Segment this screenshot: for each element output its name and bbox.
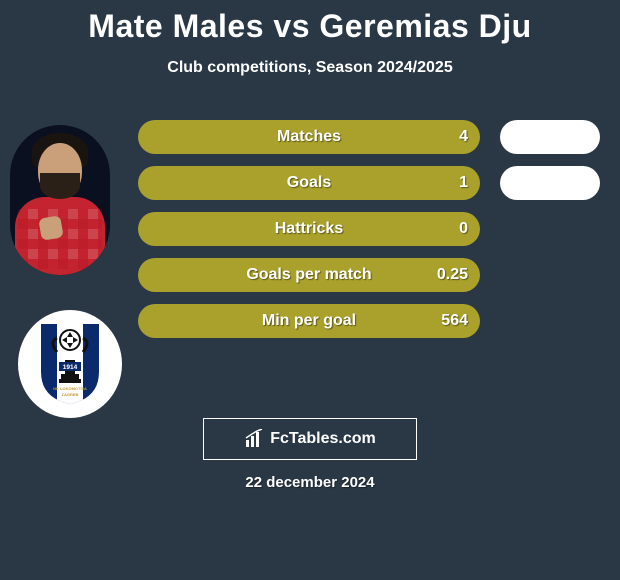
- stat-value-left: 0: [412, 212, 468, 246]
- player-avatar-left: [10, 125, 110, 275]
- stat-value-left: 0.25: [412, 258, 468, 292]
- stat-row-goals: Goals 1: [138, 166, 608, 200]
- stat-value-left: 1: [412, 166, 468, 200]
- badge-year: 1914: [63, 364, 78, 371]
- footer-brand-box: FcTables.com: [203, 418, 417, 460]
- badge-name-2: ZAGREB: [62, 392, 79, 397]
- stat-pill-right: [500, 120, 600, 154]
- stat-pill-right: [500, 166, 600, 200]
- page-subtitle: Club competitions, Season 2024/2025: [0, 59, 620, 77]
- stat-row-goals-per-match: Goals per match 0.25: [138, 258, 608, 292]
- shield-icon: 1914 NK LOKOMOTIVA ZAGREB: [35, 322, 105, 406]
- club-badge: 1914 NK LOKOMOTIVA ZAGREB: [18, 310, 122, 418]
- stat-value-left: 564: [412, 304, 468, 338]
- badge-name-1: NK LOKOMOTIVA: [53, 386, 87, 391]
- chart-icon: [244, 429, 264, 449]
- footer-date: 22 december 2024: [0, 474, 620, 491]
- stat-row-matches: Matches 4: [138, 120, 608, 154]
- stat-row-min-per-goal: Min per goal 564: [138, 304, 608, 338]
- stats-chart: Matches 4 Goals 1 Hattricks 0 Goals per …: [138, 120, 608, 350]
- stat-value-left: 4: [412, 120, 468, 154]
- footer-brand-text: FcTables.com: [270, 430, 376, 448]
- stat-row-hattricks: Hattricks 0: [138, 212, 608, 246]
- page-title: Mate Males vs Geremias Dju: [0, 0, 620, 45]
